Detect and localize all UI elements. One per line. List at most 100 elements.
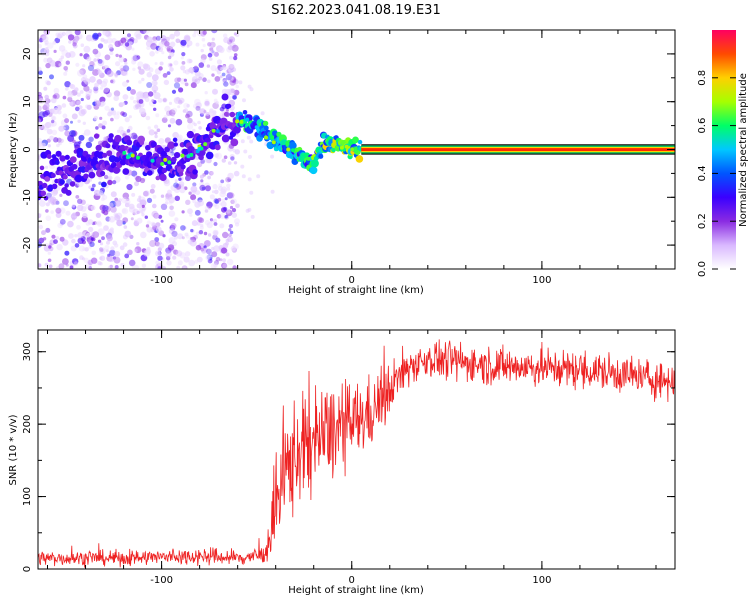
noise-point	[170, 222, 177, 229]
noise-point	[200, 48, 204, 53]
noise-point	[231, 44, 239, 52]
noise-point	[143, 30, 151, 34]
ridge-highlight	[163, 157, 168, 162]
noise-point	[62, 258, 69, 265]
noise-point	[221, 158, 226, 163]
noise-point	[213, 218, 218, 223]
noise-point	[198, 230, 204, 235]
ridge-highlight	[197, 146, 202, 151]
noise-point	[180, 39, 187, 46]
noise-point	[76, 92, 81, 97]
noise-point	[173, 60, 179, 66]
noise-point	[221, 72, 226, 77]
ridge-point	[95, 144, 102, 151]
noise-point	[77, 237, 84, 244]
noise-point	[65, 87, 69, 91]
noise-point	[154, 237, 160, 242]
noise-point	[185, 175, 191, 182]
noise-point	[140, 231, 147, 239]
ridge-point	[192, 169, 198, 175]
noise-point	[147, 126, 151, 130]
noise-point	[216, 70, 222, 75]
y-tick-label: 200	[22, 415, 33, 434]
snr-panel: -100 0 100 0 100 200 300 Height of straight li…	[8, 329, 676, 596]
ridge-highlight	[270, 135, 275, 140]
noise-point	[47, 144, 51, 148]
noise-point	[126, 86, 132, 92]
noise-point	[213, 98, 218, 103]
ridge-point	[112, 166, 121, 174]
ridge-highlight	[239, 119, 244, 124]
ridge-highlight	[203, 142, 208, 147]
noise-point	[171, 241, 178, 247]
y-tick-label: 20	[22, 48, 33, 61]
noise-point	[110, 117, 114, 122]
noise-point	[99, 247, 106, 255]
ridge-highlight	[254, 125, 259, 130]
noise-point	[167, 55, 172, 60]
noise-point	[78, 109, 86, 117]
noise-point	[203, 231, 208, 236]
noise-point	[113, 113, 120, 120]
y-tick-label: 0	[22, 566, 33, 572]
noise-point	[70, 245, 77, 252]
noise-point	[162, 97, 168, 103]
noise-point	[87, 64, 95, 72]
noise-point	[88, 226, 94, 232]
noise-point	[85, 34, 93, 42]
noise-point	[187, 117, 193, 124]
noise-point	[38, 237, 45, 244]
noise-point	[192, 33, 197, 38]
noise-point	[180, 56, 184, 60]
noise-point	[52, 189, 59, 195]
noise-point	[171, 107, 178, 114]
noise-point	[83, 85, 90, 92]
ridge-highlight	[271, 140, 276, 145]
noise-point	[124, 253, 130, 259]
noise-point	[80, 77, 86, 83]
noise-point	[103, 210, 109, 216]
snr-y-axis-label: SNR (10 * v/v)	[8, 414, 19, 485]
noise-point	[136, 91, 143, 99]
ridge-point	[205, 151, 214, 160]
noise-point	[58, 141, 62, 146]
noise-point	[94, 51, 101, 58]
noise-point	[99, 242, 104, 246]
noise-point	[65, 52, 72, 59]
noise-point	[207, 42, 212, 47]
ridge-point	[126, 139, 133, 146]
noise-point	[138, 80, 142, 84]
noise-point	[45, 215, 52, 221]
colorbar: 0.0 0.2 0.4 0.6 0.8 Normalized spectral ampl…	[697, 30, 749, 277]
noise-point	[99, 116, 103, 120]
ridge-point	[56, 166, 62, 172]
ridge-point	[92, 156, 98, 162]
noise-point	[114, 213, 119, 218]
noise-point	[107, 175, 113, 181]
noise-point	[73, 261, 79, 266]
noise-point	[142, 96, 147, 100]
noise-point	[50, 210, 54, 214]
noise-point	[214, 153, 219, 158]
noise-point	[160, 203, 168, 210]
noise-point	[161, 51, 165, 55]
noise-point	[220, 179, 225, 184]
noise-point	[210, 171, 215, 176]
noise-point	[122, 65, 130, 72]
noise-point	[131, 47, 135, 51]
noise-point	[230, 199, 235, 204]
noise-point	[80, 108, 87, 115]
noise-point	[91, 250, 97, 256]
noise-point	[202, 77, 207, 82]
noise-point	[187, 239, 193, 245]
noise-point	[120, 111, 125, 116]
noise-point	[108, 216, 116, 223]
noise-point	[45, 62, 51, 69]
noise-point	[108, 256, 115, 263]
noise-point	[167, 62, 173, 68]
noise-point	[49, 196, 57, 203]
noise-point	[256, 174, 261, 179]
noise-point	[168, 210, 176, 217]
ridge-point	[167, 141, 175, 149]
noise-point	[47, 121, 54, 128]
